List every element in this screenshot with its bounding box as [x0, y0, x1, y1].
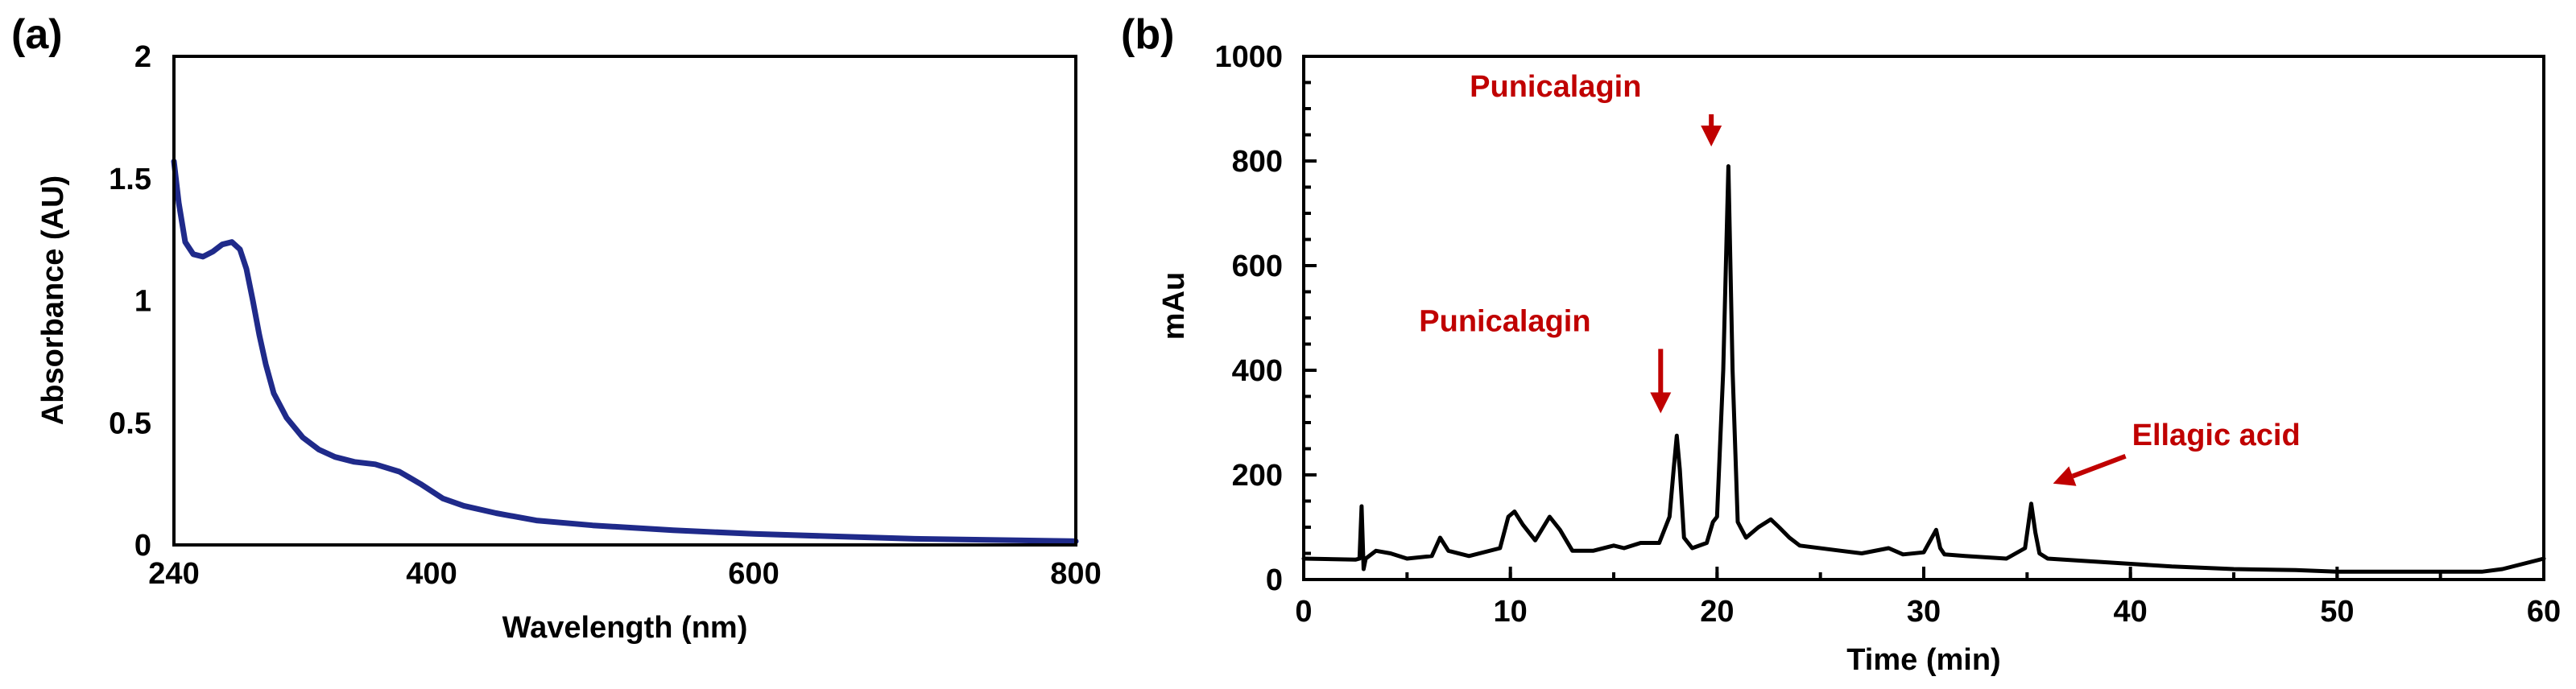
x-tick-label: 10 — [1494, 595, 1528, 629]
panel-a: (a) 240 400 600 800 0 0.5 1 1.5 2 Wavelength (nm… — [11, 11, 1102, 645]
y-tick-label: 0.5 — [109, 406, 151, 440]
y-tick-label: 2 — [134, 40, 151, 74]
x-tick-label: 20 — [1700, 595, 1734, 629]
y-tick-label: 1000 — [1214, 40, 1283, 74]
annotation-arrow-line — [2071, 453, 2127, 479]
y-tick-label: 1.5 — [109, 163, 151, 196]
annotation-arrow-head — [2053, 466, 2077, 486]
panel-label-a: (a) — [11, 11, 63, 58]
annotation-group-b: Punicalagin Punicalagin Ellagic acid — [1419, 70, 2301, 486]
x-tick-label: 30 — [1907, 595, 1941, 629]
y-tick-label: 0 — [1266, 563, 1283, 597]
y-axis-title-b: mAu — [1157, 272, 1191, 340]
y-tick-label: 1 — [134, 285, 151, 319]
y-tick-label: 0 — [134, 529, 151, 563]
y-tick-label: 800 — [1232, 145, 1283, 179]
x-tick-label: 0 — [1295, 595, 1312, 629]
x-tick-label: 40 — [2114, 595, 2148, 629]
x-axis-title-b: Time (min) — [1846, 643, 2000, 677]
plot-frame-b — [1302, 55, 2545, 581]
chromatogram-line — [1301, 164, 2546, 574]
x-tick-label: 400 — [406, 557, 457, 591]
annotation-label: Ellagic acid — [2132, 419, 2301, 452]
absorbance-spectrum-line — [171, 159, 1079, 544]
annotation-label: Punicalagin — [1419, 305, 1590, 339]
tick-group-a: 240 400 600 800 0 0.5 1 1.5 2 — [109, 40, 1102, 591]
x-tick-label: 600 — [728, 557, 779, 591]
plot-frame-a — [172, 55, 1077, 547]
x-tick-label: 800 — [1050, 557, 1101, 591]
annotation-arrow-head — [1650, 392, 1672, 414]
annotation-label: Punicalagin — [1470, 70, 1641, 104]
y-axis-title-a: Absorbance (AU) — [36, 175, 70, 425]
x-tick-label: 50 — [2320, 595, 2354, 629]
x-tick-label: 60 — [2527, 595, 2561, 629]
x-tick-label: 240 — [148, 557, 199, 591]
y-tick-label: 200 — [1232, 459, 1283, 493]
annotation-arrow-head — [1701, 126, 1722, 146]
x-axis-title-a: Wavelength (nm) — [502, 611, 748, 645]
y-tick-label: 400 — [1232, 354, 1283, 388]
y-tick-label: 600 — [1232, 250, 1283, 283]
panel-label-b: (b) — [1121, 11, 1174, 58]
